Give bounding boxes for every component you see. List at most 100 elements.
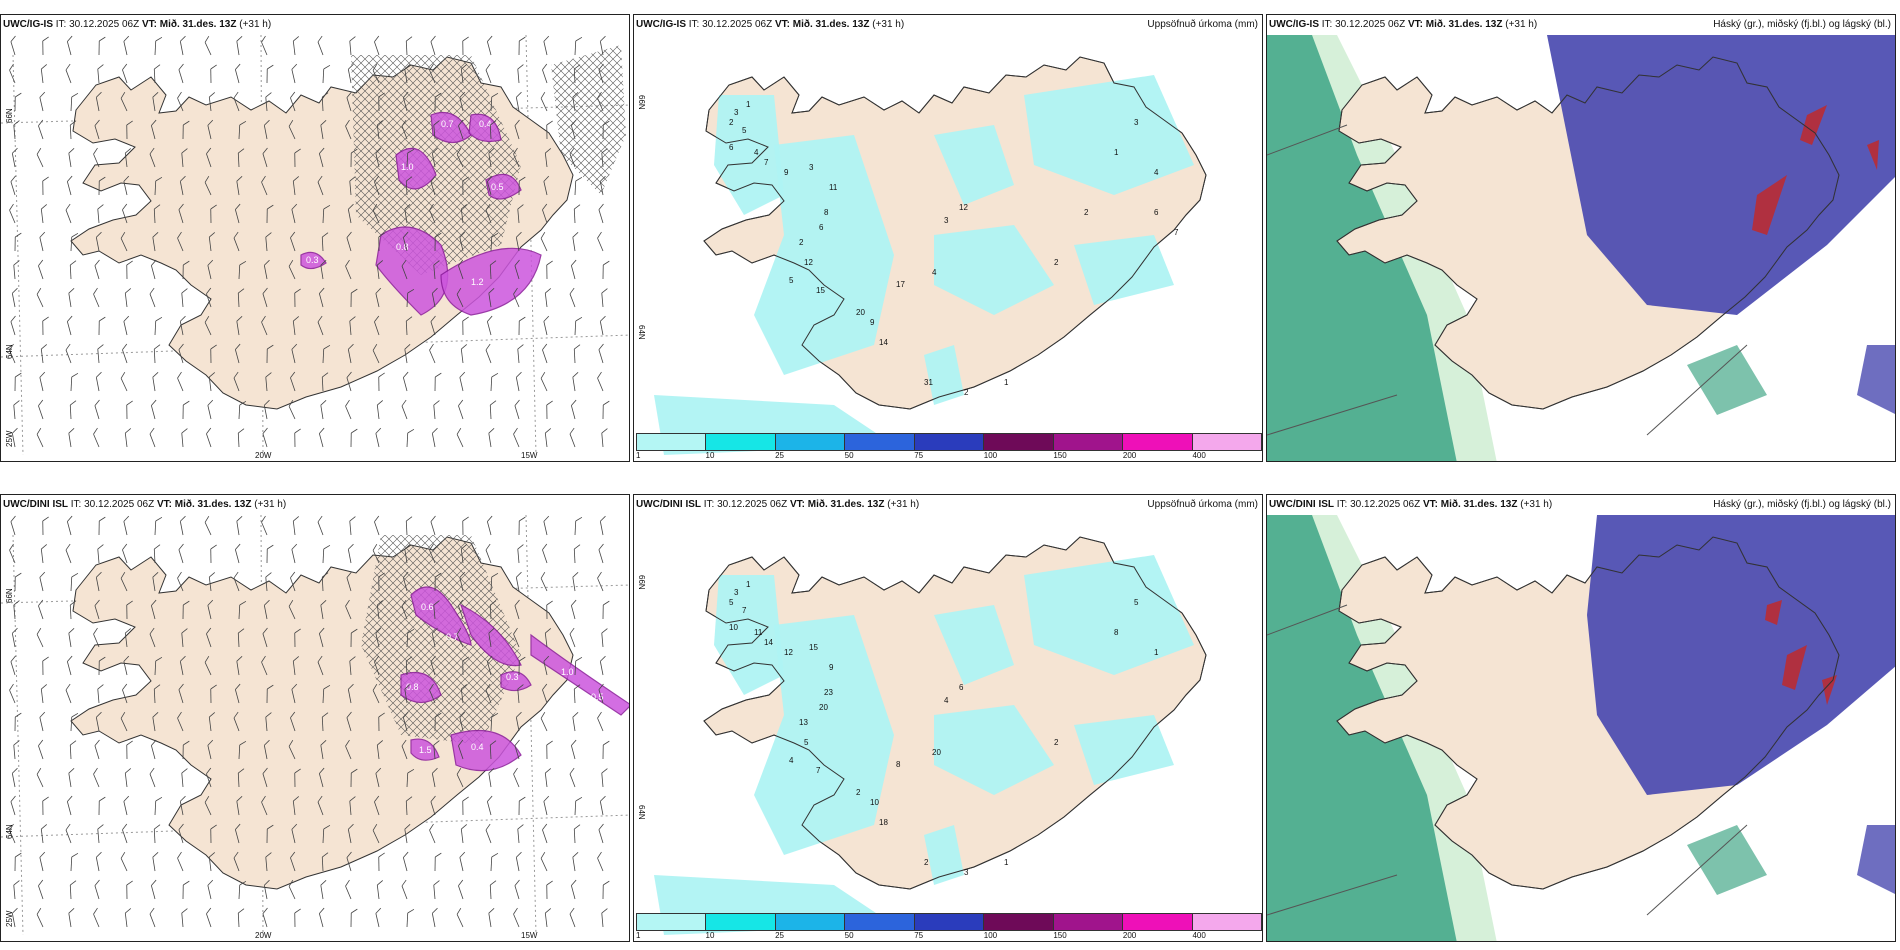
wind-barb (322, 684, 331, 704)
precip-area (924, 825, 964, 885)
precip-area (714, 575, 784, 695)
legend-tick-label: 10 (705, 931, 715, 940)
legend-tick-label: 25 (775, 451, 785, 460)
wind-barb (456, 427, 464, 448)
precip-value-label: 5 (729, 598, 734, 607)
precip-area (934, 705, 1054, 795)
wind-barb (320, 259, 327, 280)
wind-barb (265, 572, 272, 592)
wind-barb (375, 427, 382, 448)
wind-barb (123, 795, 130, 816)
precip-value-label: 12 (959, 203, 968, 212)
wind-barb (208, 712, 216, 732)
wind-barb (120, 231, 128, 252)
longitude-line (12, 534, 24, 936)
wind-barb (406, 148, 415, 168)
wind-barb (460, 544, 468, 564)
precip-area (1024, 75, 1194, 195)
legend-swatch (637, 434, 707, 450)
wind-barb (266, 204, 274, 224)
precip-value-label: 8 (824, 208, 829, 217)
wind-barb (542, 63, 548, 84)
wind-barb (317, 175, 324, 196)
wind-barb (404, 543, 411, 564)
snow-value-label: 0.8 (406, 682, 419, 692)
wind-barb (601, 908, 608, 928)
wind-barb (572, 571, 579, 592)
wind-snow-map: 1.00.7 0.40.81.20.30.5 (1, 15, 629, 461)
wind-barb (14, 712, 22, 732)
wind-barb (490, 372, 499, 392)
wind-barb (572, 231, 579, 252)
wind-barb (345, 739, 352, 760)
wind-barb (94, 119, 100, 140)
precip-value-label: 5 (804, 738, 809, 747)
wind-barb (36, 627, 44, 648)
legend-tick-label: 150 (1053, 451, 1067, 460)
wind-barb (374, 35, 380, 56)
wind-barb (179, 35, 186, 56)
lat-label-66n: 66N (5, 108, 14, 123)
wind-barb (599, 315, 606, 336)
wind-barb (290, 371, 296, 392)
wind-barb (42, 36, 49, 56)
legend-swatch (775, 434, 846, 450)
precip-value-label: 4 (789, 756, 794, 765)
wind-barb (320, 599, 327, 620)
wind-barb (98, 36, 106, 56)
wind-barb (513, 147, 520, 168)
wind-barb (292, 656, 300, 676)
precip-value-label: 3 (964, 868, 969, 877)
wind-barb (261, 175, 268, 196)
wind-barb (456, 767, 464, 788)
wind-barb (294, 628, 301, 648)
wind-barb (123, 515, 130, 536)
wind-barb (459, 371, 466, 392)
wind-barb (204, 315, 212, 336)
wind-barb (401, 119, 408, 140)
wind-barb (350, 428, 358, 448)
wind-barb (11, 287, 18, 308)
wind-barb (266, 824, 274, 844)
wind-barb (207, 879, 214, 900)
precip-legend (636, 433, 1262, 451)
wind-barb (349, 516, 356, 536)
wind-barb (345, 119, 352, 140)
snow-area (459, 603, 522, 667)
legend-tick-label: 75 (914, 451, 924, 460)
wind-barb (181, 288, 188, 308)
wind-barb (489, 880, 497, 900)
wind-barb (597, 571, 604, 592)
wind-barb (573, 344, 581, 364)
wind-barb (515, 571, 522, 592)
wind-barb (434, 712, 442, 732)
wind-barb (572, 711, 579, 732)
wind-barb (179, 515, 186, 536)
wind-barb (401, 259, 408, 280)
wind-barb (98, 656, 106, 676)
legend-swatch (706, 434, 776, 450)
wind-barb (236, 35, 243, 56)
wind-barb (570, 879, 577, 900)
precip-value-label: 5 (1134, 598, 1139, 607)
wind-barb (206, 767, 212, 788)
wind-barb (318, 427, 325, 448)
wind-barb (210, 344, 217, 364)
wind-barb (433, 400, 440, 420)
wind-barb (597, 711, 604, 732)
wind-barb (406, 628, 415, 648)
snow-area (468, 113, 502, 143)
wind-barb (294, 148, 301, 168)
wind-barb (123, 315, 130, 336)
precip-value-label: 23 (824, 688, 833, 697)
wind-barb (402, 231, 409, 252)
wind-barb (122, 63, 128, 84)
precip-value-label: 6 (819, 223, 824, 232)
wind-barb (434, 92, 442, 112)
wind-barb (402, 371, 409, 392)
wind-barb (431, 427, 438, 448)
wind-barb (265, 712, 272, 732)
wind-barb (376, 400, 384, 420)
wind-barb (70, 92, 79, 112)
cloud-map (1267, 495, 1895, 941)
